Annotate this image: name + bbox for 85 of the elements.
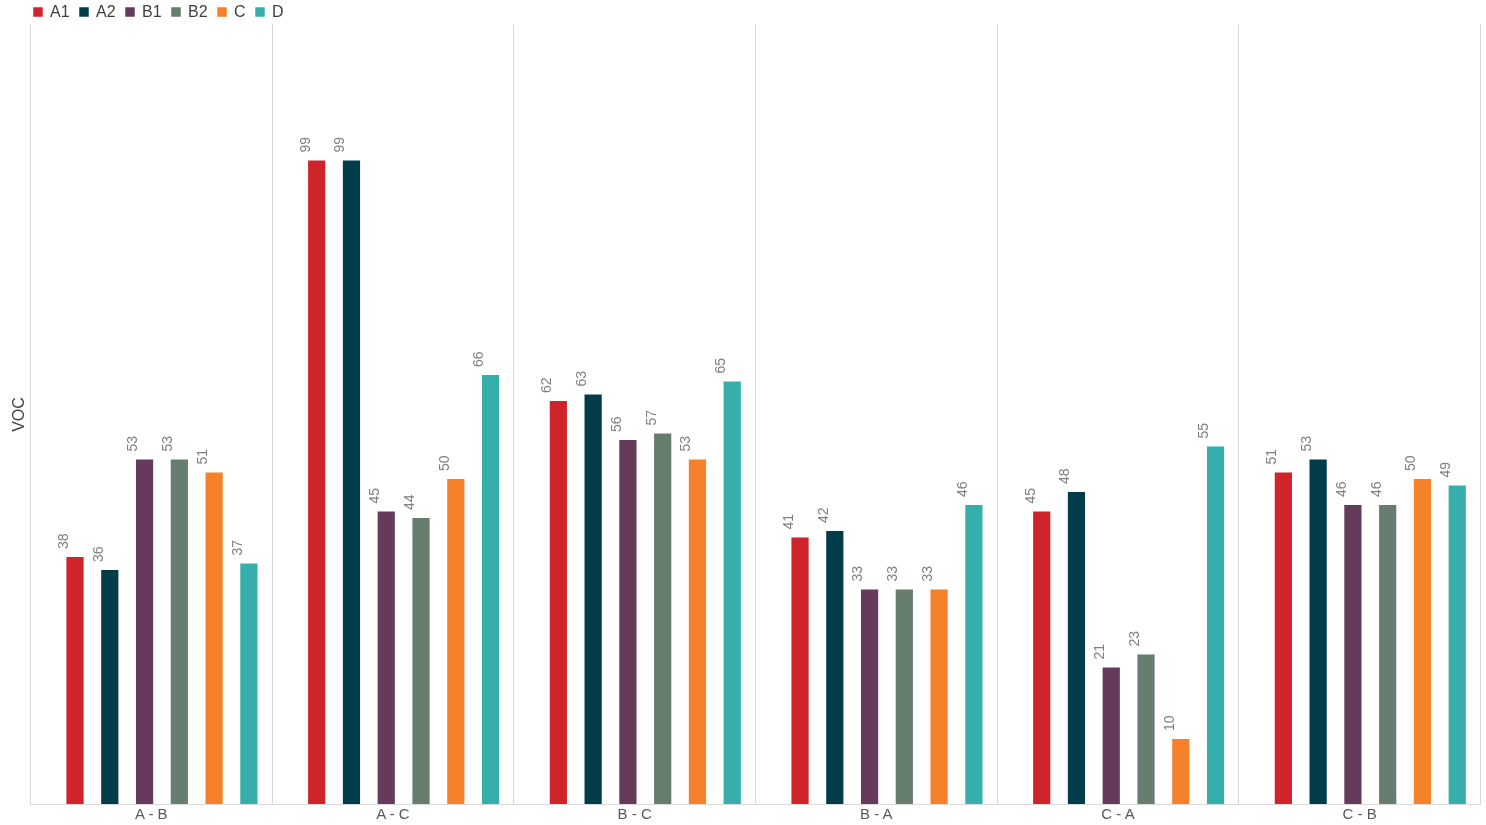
data-label: 53 (677, 435, 694, 452)
data-label: 33 (849, 565, 866, 582)
data-label: 62 (538, 377, 555, 393)
bar (584, 394, 602, 804)
data-label: 66 (470, 351, 487, 367)
bar (1067, 492, 1086, 804)
data-label: 46 (1367, 481, 1384, 497)
data-label: 37 (228, 539, 245, 556)
x-tick-label: C - A (1101, 804, 1135, 822)
x-tick-label: B - A (860, 804, 893, 822)
bar (447, 479, 465, 804)
data-label: 36 (89, 546, 106, 562)
data-label: 48 (1056, 468, 1073, 484)
bar (342, 160, 361, 804)
bar (619, 440, 637, 804)
data-label: 50 (1402, 455, 1419, 471)
legend-label: B2 (188, 3, 208, 20)
x-tick-label: A - B (135, 804, 168, 822)
data-label: 10 (1160, 715, 1177, 731)
data-label: 56 (607, 416, 624, 432)
bar (930, 589, 948, 804)
data-label: 51 (193, 448, 210, 465)
bar (1137, 654, 1155, 804)
bar (481, 375, 500, 804)
bar (1309, 459, 1327, 804)
legend-label: B1 (142, 3, 162, 20)
bar (377, 511, 395, 804)
data-label: 45 (366, 487, 383, 504)
data-label: 21 (1091, 643, 1108, 660)
bar (1172, 739, 1190, 804)
bar (965, 505, 983, 804)
data-label: 33 (884, 565, 901, 582)
data-label: 45 (1021, 487, 1038, 504)
data-label: 53 (1298, 435, 1315, 452)
legend-label: A2 (96, 3, 116, 20)
bar (723, 381, 741, 804)
data-label: 49 (1437, 461, 1454, 478)
bar (1344, 505, 1362, 804)
bar (860, 589, 879, 804)
data-label: 51 (1263, 448, 1280, 465)
legend-label: D (272, 3, 284, 20)
bar (654, 433, 672, 804)
bar (240, 563, 258, 804)
data-label: 23 (1125, 630, 1142, 647)
bar (412, 518, 430, 804)
data-label: 99 (331, 136, 348, 153)
data-label: 33 (918, 565, 935, 582)
bar (308, 160, 326, 804)
data-label: 41 (779, 513, 796, 530)
legend-label: C (234, 3, 246, 20)
data-label: 53 (159, 435, 176, 452)
x-tick-label: C - B (1342, 804, 1377, 822)
bar (549, 401, 567, 804)
data-label: 99 (296, 136, 313, 153)
data-label: 55 (1195, 422, 1212, 439)
data-label: 46 (953, 481, 970, 497)
data-label: 53 (124, 435, 141, 452)
bar (205, 472, 223, 804)
data-label: 44 (400, 494, 417, 510)
bar (1102, 667, 1120, 804)
bar (1206, 446, 1225, 804)
bar (688, 459, 707, 804)
data-label: 50 (435, 455, 452, 471)
data-label: 42 (814, 507, 831, 523)
bar (895, 589, 913, 804)
bar (135, 459, 154, 804)
bar (66, 557, 84, 804)
data-label: 38 (54, 533, 71, 549)
bar (101, 570, 119, 804)
bar (1033, 511, 1051, 804)
bar (1379, 505, 1397, 804)
data-label: 46 (1332, 481, 1349, 497)
data-label: 63 (573, 370, 590, 387)
x-tick-label: B - C (617, 804, 652, 822)
x-tick-label: A - C (376, 804, 410, 822)
legend-label: A1 (50, 3, 70, 20)
y-axis-title: VOC (9, 397, 27, 432)
bar (1274, 472, 1292, 804)
bar (791, 537, 809, 804)
data-label: 57 (642, 409, 659, 426)
data-label: 65 (712, 357, 729, 374)
bar (1448, 485, 1466, 804)
bar (170, 459, 188, 804)
bar (1413, 479, 1432, 804)
bar (826, 531, 844, 804)
